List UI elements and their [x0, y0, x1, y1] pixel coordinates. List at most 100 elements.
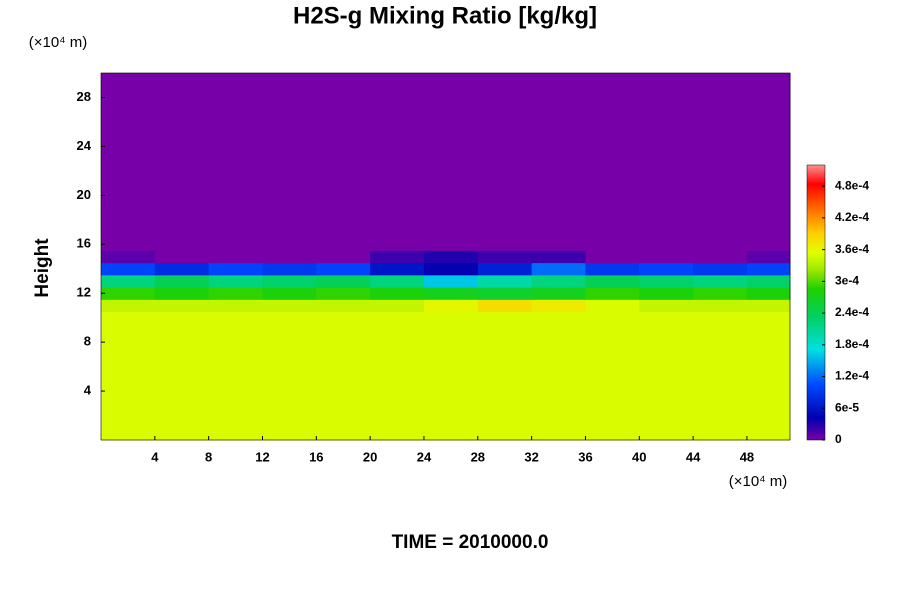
- heat-cell: [316, 274, 371, 288]
- heat-cell: [693, 250, 748, 264]
- x-tick-label: 32: [524, 449, 538, 464]
- heat-cell: [477, 311, 533, 441]
- heat-cell: [423, 311, 479, 441]
- heat-cell: [639, 73, 694, 251]
- y-tick-label: 20: [77, 187, 91, 202]
- heat-cell: [101, 299, 156, 313]
- heat-cell: [208, 274, 263, 288]
- colorbar: [806, 164, 826, 441]
- colorbar-tick-label: 6e-5: [835, 400, 859, 414]
- heat-cell: [585, 262, 640, 276]
- heat-cell: [746, 311, 791, 441]
- heat-cell: [154, 250, 210, 264]
- heat-cell: [262, 287, 317, 300]
- heat-cell: [531, 250, 586, 264]
- heat-cell: [370, 299, 425, 313]
- heat-cell: [477, 73, 533, 251]
- heat-cell: [639, 274, 694, 288]
- chart-title: H2S-g Mixing Ratio [kg/kg]: [293, 2, 597, 29]
- heat-cell: [477, 250, 533, 264]
- heat-cell: [101, 274, 156, 288]
- heat-cell: [262, 311, 317, 441]
- heat-cell: [208, 250, 263, 264]
- x-tick-label: 24: [417, 449, 432, 464]
- heat-cell: [639, 299, 694, 313]
- time-label: TIME = 2010000.0: [392, 532, 549, 553]
- heat-cell: [423, 287, 479, 300]
- heat-cell: [693, 299, 748, 313]
- heat-cell: [154, 262, 210, 276]
- heat-cell: [531, 73, 586, 251]
- heat-cell: [101, 287, 156, 300]
- x-tick-label: 44: [686, 449, 701, 464]
- heat-cell: [639, 287, 694, 300]
- heat-cell: [154, 287, 210, 300]
- heat-cell: [262, 274, 317, 288]
- x-tick-label: 40: [632, 449, 646, 464]
- heat-cell: [477, 299, 533, 313]
- heat-cell: [423, 250, 479, 264]
- y-tick-label: 28: [77, 89, 91, 104]
- x-tick-label: 20: [363, 449, 377, 464]
- colorbar-tick-label: 3.6e-4: [835, 242, 869, 256]
- x-tick-label: 16: [309, 449, 323, 464]
- heat-cell: [101, 73, 156, 251]
- heat-cell: [585, 311, 640, 441]
- heat-cell: [585, 299, 640, 313]
- heat-cell: [370, 274, 425, 288]
- heat-cell: [746, 299, 791, 313]
- heat-cell: [531, 299, 586, 313]
- heat-cell: [370, 250, 425, 264]
- heat-cell: [154, 311, 210, 441]
- x-tick-label: 28: [471, 449, 485, 464]
- heat-cell: [101, 262, 156, 276]
- heat-cell: [101, 250, 156, 264]
- colorbar-tick-label: 4.2e-4: [835, 210, 869, 224]
- heat-cell: [693, 262, 748, 276]
- x-unit: (×10⁴ m): [729, 473, 788, 490]
- heat-cell: [639, 311, 694, 441]
- heat-cell: [208, 299, 263, 313]
- heat-cell: [585, 274, 640, 288]
- heat-cell: [208, 73, 263, 251]
- x-tick-label: 8: [205, 449, 212, 464]
- heat-cell: [370, 73, 425, 251]
- heat-cell: [262, 250, 317, 264]
- heat-cell: [101, 311, 156, 441]
- heat-cell: [316, 262, 371, 276]
- heat-cell: [316, 299, 371, 313]
- heat-cell: [316, 287, 371, 300]
- heat-cell: [531, 274, 586, 288]
- heat-cell: [746, 274, 791, 288]
- heat-cell: [746, 250, 791, 264]
- heat-cell: [477, 287, 533, 300]
- heat-cell: [154, 274, 210, 288]
- heat-cell: [423, 262, 479, 276]
- heat-cell: [585, 250, 640, 264]
- y-tick-label: 16: [77, 236, 91, 251]
- heat-cell: [585, 73, 640, 251]
- heat-cell: [423, 274, 479, 288]
- x-tick-label: 4: [151, 449, 159, 464]
- heat-cell: [208, 262, 263, 276]
- x-tick-label: 12: [255, 449, 269, 464]
- heat-cell: [477, 274, 533, 288]
- plot-frame: [100, 72, 791, 441]
- y-tick-label: 8: [84, 334, 91, 349]
- heat-cell: [693, 73, 748, 251]
- colorbar-tick-label: 1.8e-4: [835, 337, 869, 351]
- heat-cell: [262, 73, 317, 251]
- heat-cell: [370, 262, 425, 276]
- heat-cell: [154, 73, 210, 251]
- y-tick-label: 4: [84, 383, 92, 398]
- colorbar-tick-label: 3e-4: [835, 274, 859, 288]
- heat-cell: [531, 262, 586, 276]
- heat-cell: [316, 311, 371, 441]
- heat-cell: [693, 311, 748, 441]
- y-tick-label: 12: [77, 285, 91, 300]
- heat-cell: [370, 311, 425, 441]
- heat-cell: [370, 287, 425, 300]
- heat-cell: [262, 299, 317, 313]
- heat-cell: [423, 73, 479, 251]
